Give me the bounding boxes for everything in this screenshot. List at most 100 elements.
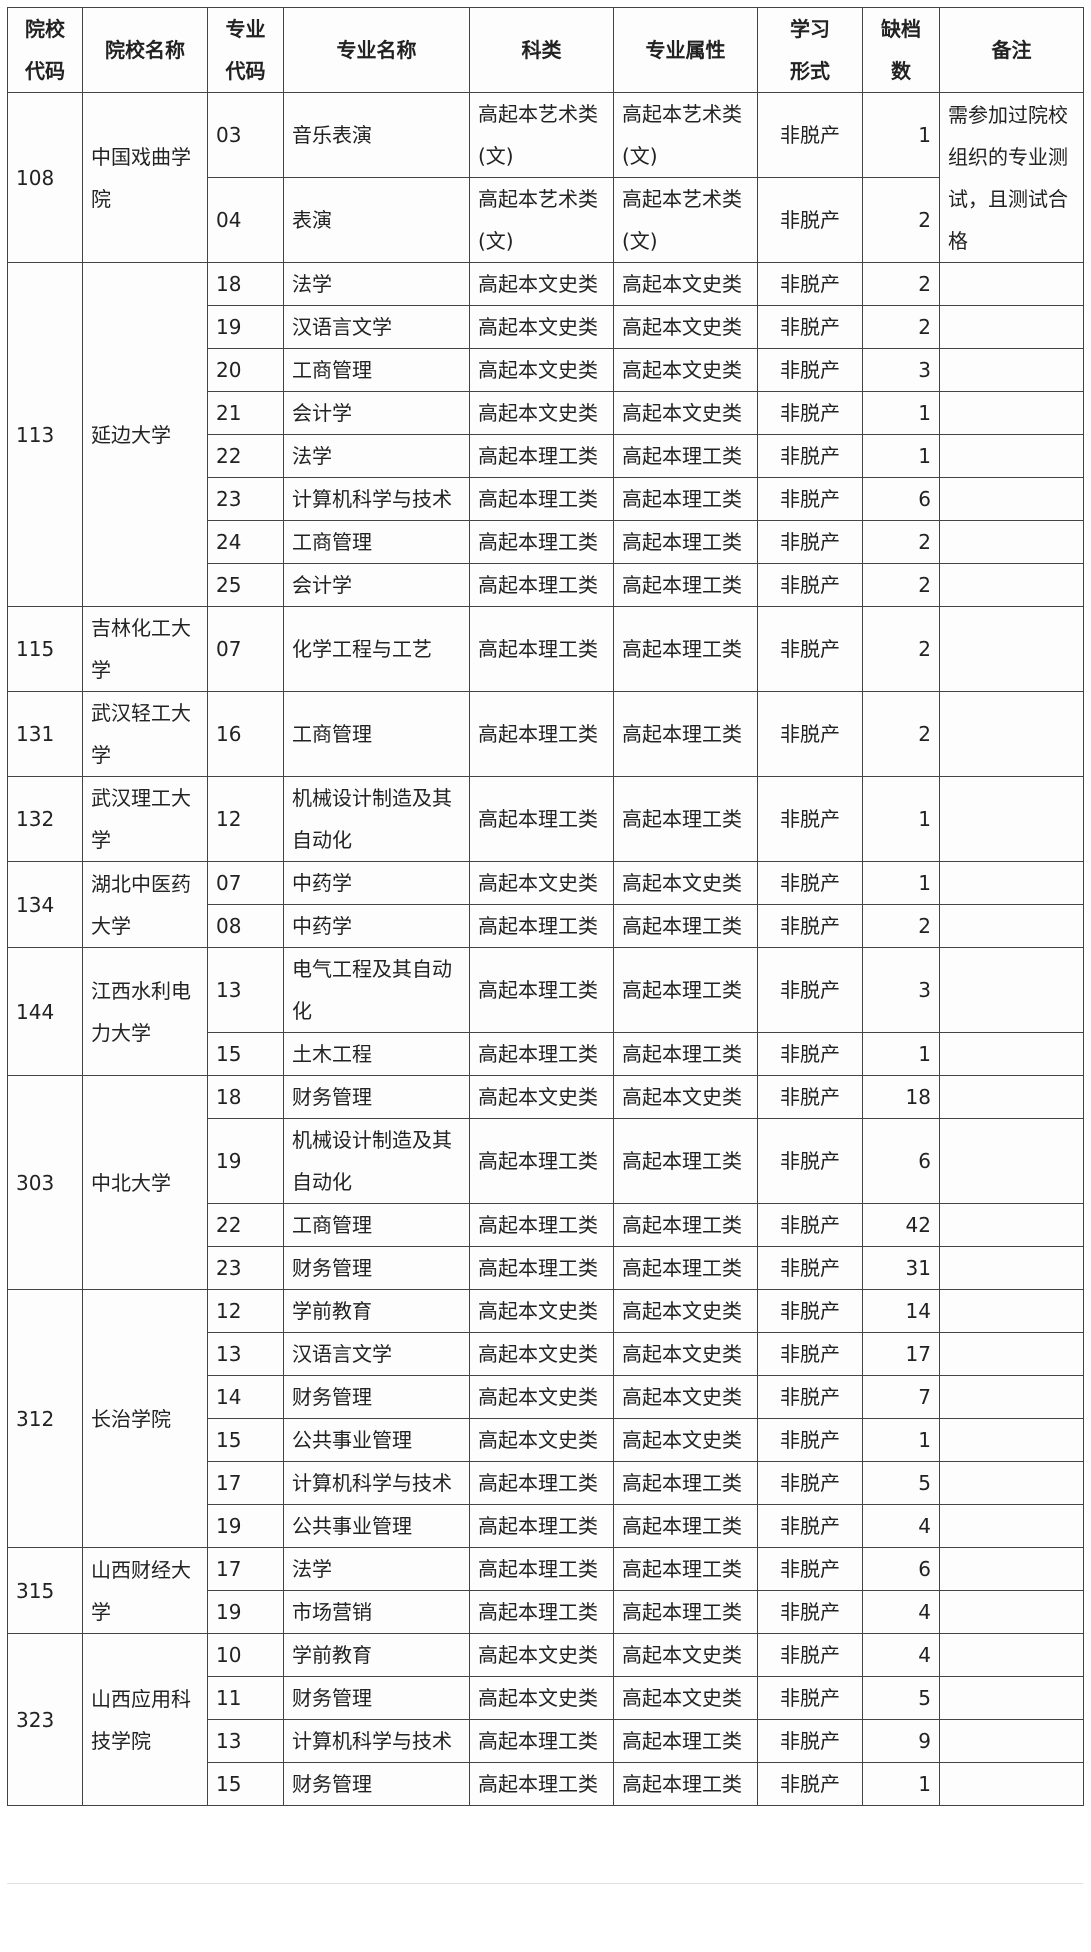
major-attribute: 高起本文史类 <box>613 391 758 435</box>
major-attribute: 高起本理工类 <box>613 904 758 948</box>
subject-type: 高起本文史类 <box>469 305 614 349</box>
table-body: 108 中国戏曲学院 03 音乐表演 高起本艺术类(文) 高起本艺术类(文) 非脱产 1 需参加… <box>7 92 1084 1806</box>
subject-type: 高起本文史类 <box>469 1289 614 1333</box>
major-attribute: 高起本理工类 <box>613 1719 758 1763</box>
header-cell: 院校代码 <box>7 7 83 93</box>
subject-type: 高起本理工类 <box>469 1461 614 1505</box>
major-name: 工商管理 <box>283 520 470 564</box>
note-empty <box>939 1375 1084 1419</box>
major-name: 会计学 <box>283 563 470 607</box>
major-name: 市场营销 <box>283 1590 470 1634</box>
major-attribute: 高起本理工类 <box>613 563 758 607</box>
note-empty <box>939 348 1084 392</box>
subject-type: 高起本文史类 <box>469 1075 614 1119</box>
school-code: 132 <box>7 776 83 862</box>
vacancy-count: 2 <box>862 262 940 306</box>
note-empty <box>939 1676 1084 1720</box>
school-name: 江西水利电力大学 <box>82 947 208 1076</box>
header-cell: 专业名称 <box>283 7 470 93</box>
major-attribute: 高起本理工类 <box>613 434 758 478</box>
vacancy-count: 31 <box>862 1246 940 1290</box>
major-code: 23 <box>207 1246 284 1290</box>
major-name: 工商管理 <box>283 691 470 777</box>
school-name: 武汉理工大学 <box>82 776 208 862</box>
major-code: 15 <box>207 1032 284 1076</box>
major-name: 财务管理 <box>283 1375 470 1419</box>
header-cell: 学习形式 <box>757 7 863 93</box>
subject-type: 高起本文史类 <box>469 348 614 392</box>
subject-type: 高起本理工类 <box>469 1762 614 1806</box>
major-attribute: 高起本艺术类(文) <box>613 177 758 263</box>
subject-type: 高起本理工类 <box>469 1246 614 1290</box>
note-empty <box>939 477 1084 521</box>
major-name: 学前教育 <box>283 1633 470 1677</box>
table-row: 13 计算机科学与技术 高起本理工类 高起本理工类 非脱产 9 <box>8 1719 1084 1763</box>
study-mode: 非脱产 <box>757 1633 863 1677</box>
note-empty <box>939 1289 1084 1333</box>
note-empty <box>939 1633 1084 1677</box>
study-mode: 非脱产 <box>757 262 863 306</box>
school-code: 144 <box>7 947 83 1076</box>
vacancy-count: 5 <box>862 1461 940 1505</box>
note-empty <box>939 691 1084 777</box>
table-row: 115 吉林化工大学 07 化学工程与工艺 高起本理工类 高起本理工类 非脱产 2 <box>7 606 1084 692</box>
major-code: 18 <box>207 262 284 306</box>
major-code: 24 <box>207 520 284 564</box>
subject-type: 高起本理工类 <box>469 1118 614 1204</box>
study-mode: 非脱产 <box>757 305 863 349</box>
major-name: 法学 <box>283 1547 470 1591</box>
major-code: 17 <box>207 1461 284 1505</box>
school-name: 武汉轻工大学 <box>82 691 208 777</box>
school-name: 山西应用科技学院 <box>82 1633 208 1806</box>
header-cell: 专业代码 <box>207 7 284 93</box>
major-name: 法学 <box>283 262 470 306</box>
note-empty <box>939 1590 1084 1634</box>
major-code: 19 <box>207 1118 284 1204</box>
school-name: 中国戏曲学院 <box>82 92 208 263</box>
table-row: 17 计算机科学与技术 高起本理工类 高起本理工类 非脱产 5 <box>8 1461 1084 1505</box>
vacancy-count: 7 <box>862 1375 940 1419</box>
study-mode: 非脱产 <box>757 520 863 564</box>
vacancy-count: 42 <box>862 1203 940 1247</box>
note-empty <box>939 1719 1084 1763</box>
subject-type: 高起本理工类 <box>469 434 614 478</box>
major-name: 学前教育 <box>283 1289 470 1333</box>
study-mode: 非脱产 <box>757 1676 863 1720</box>
study-mode: 非脱产 <box>757 1032 863 1076</box>
table-row: 15 土木工程 高起本理工类 高起本理工类 非脱产 1 <box>8 1032 1084 1076</box>
study-mode: 非脱产 <box>757 1075 863 1119</box>
major-code: 16 <box>207 691 284 777</box>
table-row: 132 武汉理工大学 12 机械设计制造及其自动化 高起本理工类 高起本理工类 非脱产 1 <box>7 776 1084 862</box>
major-attribute: 高起本理工类 <box>613 947 758 1033</box>
subject-type: 高起本理工类 <box>469 947 614 1033</box>
vacancy-count: 4 <box>862 1590 940 1634</box>
school-code: 323 <box>7 1633 83 1806</box>
major-code: 12 <box>207 776 284 862</box>
study-mode: 非脱产 <box>757 434 863 478</box>
major-code: 13 <box>207 1332 284 1376</box>
school-code: 115 <box>7 606 83 692</box>
major-name: 计算机科学与技术 <box>283 1461 470 1505</box>
major-name: 计算机科学与技术 <box>283 477 470 521</box>
table-row: 20 工商管理 高起本文史类 高起本文史类 非脱产 3 <box>8 348 1084 392</box>
major-attribute: 高起本理工类 <box>613 1118 758 1204</box>
study-mode: 非脱产 <box>757 1762 863 1806</box>
table-row: 15 财务管理 高起本理工类 高起本理工类 非脱产 1 <box>8 1762 1084 1806</box>
note-empty <box>939 1246 1084 1290</box>
table-row: 04 表演 高起本艺术类(文) 高起本艺术类(文) 非脱产 2 <box>8 177 1084 263</box>
vacancy-count: 4 <box>862 1633 940 1677</box>
major-code: 04 <box>207 177 284 263</box>
school-code: 134 <box>7 861 83 948</box>
subject-type: 高起本理工类 <box>469 477 614 521</box>
note-empty <box>939 1547 1084 1591</box>
subject-type: 高起本文史类 <box>469 1418 614 1462</box>
vacancy-count: 18 <box>862 1075 940 1119</box>
major-code: 19 <box>207 1504 284 1548</box>
header-text: 缺档数 <box>881 17 921 83</box>
major-code: 23 <box>207 477 284 521</box>
major-name: 财务管理 <box>283 1246 470 1290</box>
table-row: 15 公共事业管理 高起本文史类 高起本文史类 非脱产 1 <box>8 1418 1084 1462</box>
subject-type: 高起本理工类 <box>469 691 614 777</box>
vacancy-count: 6 <box>862 477 940 521</box>
header-cell: 备注 <box>939 7 1084 93</box>
